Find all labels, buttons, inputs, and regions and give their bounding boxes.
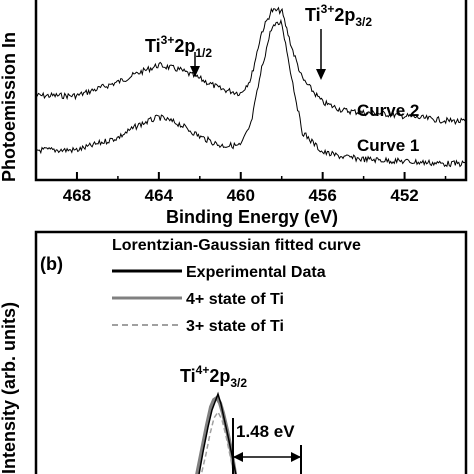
panel-b-ylabel: Intensity (arb. units) — [0, 302, 19, 474]
peak-4plus-curve-black — [198, 391, 237, 474]
annotation-ti4-sub: 3/2 — [230, 376, 247, 390]
annotation-ti3-2p12-sub: 1/2 — [195, 46, 212, 60]
annotation-ti3-2p32-sub: 3/2 — [355, 15, 372, 29]
panel-b-label: (b) — [40, 254, 63, 274]
panel-b: Intensity (arb. units) (b) Lorentzian-Ga… — [0, 230, 468, 474]
svg-text:Ti3+2p1/2: Ti3+2p1/2 — [145, 33, 212, 60]
panel-a-series-curve-1 — [35, 18, 467, 168]
panel-a-xtick-label: 468 — [63, 186, 91, 205]
legend: Experimental Data 4+ state of Ti 3+ stat… — [112, 264, 326, 335]
peak-3plus-curve-dashed — [200, 410, 235, 474]
shift-arrowhead-left — [233, 452, 243, 462]
curve-1-label: Curve 1 — [357, 136, 419, 155]
annotation-ti3-2p12-pre: Ti — [145, 36, 161, 56]
peak-4plus-curve-gray — [195, 395, 238, 474]
annotation-ti4-text: 2p — [209, 366, 230, 386]
peak-4plus-sketch — [195, 391, 238, 474]
annotation-ti4-sup: 4+ — [196, 363, 210, 377]
panel-a-xlabel: Binding Energy (eV) — [166, 207, 338, 227]
panel-a-xtick-label: 456 — [308, 186, 336, 205]
panel-a: Photoemission In 468 464 460 456 452 Ti3+2p1… — [0, 0, 468, 227]
legend-label-3plus: 3+ state of Ti — [186, 318, 284, 335]
legend-label-experimental: Experimental Data — [186, 264, 326, 281]
svg-text:Ti4+2p3/2: Ti4+2p3/2 — [180, 363, 247, 390]
curve-2-label: Curve 2 — [357, 101, 419, 120]
shift-arrowhead-right — [291, 452, 301, 462]
annotation-ti3-2p12: Ti3+2p1/2 — [145, 33, 212, 77]
annotation-ti3-2p32: Ti3+2p3/2 — [305, 2, 372, 80]
legend-label-4plus: 4+ state of Ti — [186, 291, 284, 308]
panel-a-curves — [35, 6, 467, 168]
svg-text:Ti3+2p3/2: Ti3+2p3/2 — [305, 2, 372, 29]
annotation-ti3-2p32-sup: 3+ — [321, 2, 335, 16]
annotation-ti3-2p12-arrowhead — [190, 66, 200, 77]
panel-b-title: Lorentzian-Gaussian fitted curve — [112, 237, 361, 254]
panel-a-xtick-label: 464 — [145, 186, 174, 205]
annotation-ti3-2p12-text: 2p — [174, 36, 195, 56]
annotation-ti3-2p32-pre: Ti — [305, 5, 321, 25]
annotation-ti4-pre: Ti — [180, 366, 196, 386]
panel-a-xtick-label: 460 — [227, 186, 255, 205]
annotation-ti3-2p12-sup: 3+ — [161, 33, 175, 47]
panel-a-series-curve-2 — [35, 6, 467, 126]
panel-a-plot-frame — [34, 0, 468, 182]
panel-b-plot-frame — [34, 230, 468, 474]
annotation-ti3-2p32-text: 2p — [334, 5, 355, 25]
annotation-shift-label: 1.48 eV — [236, 422, 295, 441]
panel-a-x-ticks: 468 464 460 456 452 — [35, 172, 447, 205]
annotation-ti3-2p32-arrowhead — [316, 69, 326, 80]
panel-a-xtick-label: 452 — [390, 186, 418, 205]
panel-a-ylabel: Photoemission In — [0, 32, 19, 182]
